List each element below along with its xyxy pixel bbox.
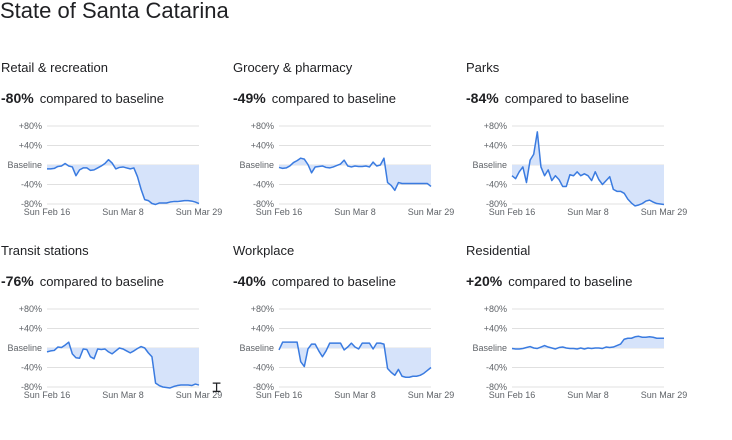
- y-tick-label: -40%: [486, 363, 507, 373]
- chart-summary: -49% compared to baseline: [233, 90, 396, 106]
- chart-panel-retail: Retail & recreation -80% compared to base…: [0, 60, 232, 240]
- y-tick-label: +40%: [19, 324, 42, 334]
- x-tick-label: Sun Mar 8: [567, 390, 609, 400]
- line-chart: +80% +40% Baseline -40% -80%Sun Feb 16 Sun Ma…: [239, 121, 455, 217]
- chart-summary: -76% compared to baseline: [1, 273, 164, 289]
- line-chart: +80% +40% Baseline -40% -80%Sun Feb 16 Sun Ma…: [472, 304, 688, 400]
- page-title: State of Santa Catarina: [0, 0, 229, 23]
- chart-summary: -80% compared to baseline: [1, 90, 164, 106]
- chart-title: Parks: [466, 60, 500, 75]
- y-tick-label: -40%: [21, 363, 42, 373]
- x-tick-label: Sun Mar 29: [176, 207, 223, 217]
- series-line: [511, 131, 665, 207]
- x-tick-label: Sun Mar 8: [102, 390, 144, 400]
- chart-title: Grocery & pharmacy: [233, 60, 353, 75]
- y-tick-label: +40%: [484, 141, 507, 151]
- summary-value: -80%: [1, 90, 34, 106]
- series-line: [278, 157, 432, 192]
- y-tick-label: Baseline: [7, 343, 42, 353]
- x-tick-label: Sun Feb 16: [489, 207, 536, 217]
- x-tick-label: Sun Feb 16: [24, 207, 71, 217]
- summary-text: compared to baseline: [271, 274, 396, 289]
- y-tick-label: -80%: [486, 382, 507, 392]
- y-tick-label: Baseline: [7, 160, 42, 170]
- summary-text: compared to baseline: [39, 274, 164, 289]
- chart-title: Transit stations: [1, 243, 89, 258]
- summary-text: compared to baseline: [39, 91, 164, 106]
- x-tick-label: Sun Feb 16: [489, 390, 536, 400]
- x-tick-label: Sun Feb 16: [256, 390, 303, 400]
- x-tick-label: Sun Mar 29: [176, 390, 223, 400]
- x-tick-label: Sun Mar 8: [334, 207, 376, 217]
- y-tick-label: Baseline: [472, 343, 507, 353]
- chart-panel-transit: Transit stations -76% compared to baselin…: [0, 243, 232, 423]
- chart-panel-residential: Residential +20% compared to baseline +80…: [465, 243, 697, 423]
- chart-panel-grocery: Grocery & pharmacy -49% compared to basel…: [232, 60, 464, 240]
- line-chart: +80% +40% Baseline -40% -80%Sun Feb 16 Sun Ma…: [472, 121, 688, 217]
- y-tick-label: +40%: [484, 324, 507, 334]
- y-tick-label: +80%: [19, 121, 42, 131]
- line-chart: +80% +40% Baseline -40% -80%Sun Feb 16 Sun Ma…: [7, 304, 223, 400]
- x-tick-label: Sun Feb 16: [24, 390, 71, 400]
- series-line: [46, 341, 200, 389]
- summary-text: compared to baseline: [271, 91, 396, 106]
- line-chart: +80% +40% Baseline -40% -80%Sun Feb 16 Sun Ma…: [239, 304, 455, 400]
- x-tick-label: Sun Mar 29: [408, 390, 455, 400]
- chart-panel-workplace: Workplace -40% compared to baseline +80% +…: [232, 243, 464, 423]
- summary-value: +20%: [466, 273, 503, 289]
- y-tick-label: Baseline: [472, 160, 507, 170]
- y-tick-label: -40%: [253, 363, 274, 373]
- x-tick-label: Sun Mar 8: [102, 207, 144, 217]
- summary-value: -76%: [1, 273, 34, 289]
- summary-value: -84%: [466, 90, 499, 106]
- chart-summary: +20% compared to baseline: [466, 273, 633, 289]
- chart-title: Workplace: [233, 243, 295, 258]
- y-tick-label: -80%: [253, 199, 274, 209]
- y-tick-label: +80%: [484, 304, 507, 314]
- line-chart: +80% +40% Baseline -40% -80%Sun Feb 16 Sun Ma…: [7, 121, 223, 217]
- y-tick-label: -80%: [21, 199, 42, 209]
- x-tick-label: Sun Mar 29: [641, 390, 688, 400]
- summary-value: -40%: [233, 273, 266, 289]
- area-fill: [512, 131, 664, 206]
- chart-panel-parks: Parks -84% compared to baseline +80% +40% B…: [465, 60, 697, 240]
- y-tick-label: +80%: [251, 121, 274, 131]
- y-tick-label: -40%: [253, 180, 274, 190]
- y-tick-label: -80%: [253, 382, 274, 392]
- y-tick-label: -80%: [486, 199, 507, 209]
- area-fill: [47, 342, 199, 388]
- area-fill: [279, 342, 431, 378]
- series-line: [511, 335, 664, 350]
- chart-summary: -84% compared to baseline: [466, 90, 629, 106]
- chart-summary: -40% compared to baseline: [233, 273, 396, 289]
- y-tick-label: +40%: [251, 324, 274, 334]
- area-fill: [512, 336, 664, 349]
- x-tick-label: Sun Mar 8: [567, 207, 609, 217]
- y-tick-label: +80%: [251, 304, 274, 314]
- summary-text: compared to baseline: [504, 91, 629, 106]
- x-tick-label: Sun Mar 8: [334, 390, 376, 400]
- y-tick-label: +40%: [19, 141, 42, 151]
- area-fill: [47, 159, 199, 205]
- summary-text: compared to baseline: [508, 274, 633, 289]
- y-tick-label: -40%: [486, 180, 507, 190]
- y-tick-label: Baseline: [239, 343, 274, 353]
- y-tick-label: +80%: [19, 304, 42, 314]
- x-tick-label: Sun Mar 29: [408, 207, 455, 217]
- text-cursor-icon: ⌶: [212, 378, 222, 396]
- chart-title: Retail & recreation: [1, 60, 108, 75]
- summary-value: -49%: [233, 90, 266, 106]
- y-tick-label: +40%: [251, 141, 274, 151]
- y-tick-label: -40%: [21, 180, 42, 190]
- x-tick-label: Sun Feb 16: [256, 207, 303, 217]
- series-line: [278, 341, 432, 378]
- series-line: [47, 158, 200, 206]
- y-tick-label: +80%: [484, 121, 507, 131]
- chart-title: Residential: [466, 243, 531, 258]
- area-fill: [279, 158, 431, 191]
- y-tick-label: Baseline: [239, 160, 274, 170]
- y-tick-label: -80%: [21, 382, 42, 392]
- x-tick-label: Sun Mar 29: [641, 207, 688, 217]
